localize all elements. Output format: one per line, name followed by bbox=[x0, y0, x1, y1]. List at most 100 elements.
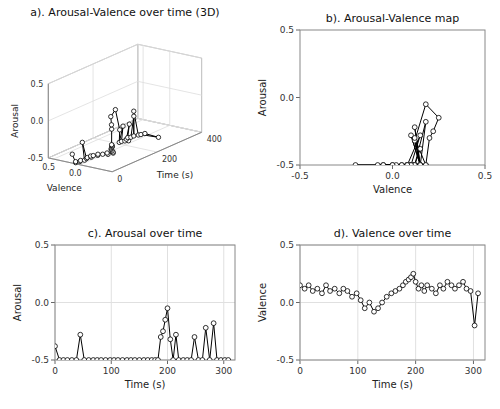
marker bbox=[337, 291, 342, 296]
line bbox=[55, 308, 228, 360]
marker bbox=[207, 358, 212, 360]
tick-label: 0.5 bbox=[35, 240, 49, 250]
marker bbox=[328, 289, 333, 294]
tick bbox=[300, 360, 301, 364]
marker bbox=[176, 358, 181, 360]
axis-line bbox=[48, 84, 49, 158]
tick-label: 200 bbox=[407, 366, 424, 376]
pane bbox=[48, 44, 137, 158]
marker bbox=[132, 134, 136, 138]
marker bbox=[425, 283, 430, 288]
tick bbox=[51, 245, 55, 246]
tick bbox=[111, 360, 112, 364]
grid-line bbox=[138, 118, 202, 132]
marker bbox=[461, 279, 466, 284]
x-label: Time (s) bbox=[371, 379, 413, 390]
marker bbox=[174, 332, 179, 337]
marker bbox=[80, 140, 84, 144]
tick-label: 0.0 bbox=[35, 298, 50, 308]
marker bbox=[137, 358, 142, 360]
z-label: Arousal bbox=[10, 104, 20, 138]
marker bbox=[302, 286, 307, 291]
marker bbox=[476, 291, 481, 296]
data-group bbox=[70, 107, 161, 164]
tick-label: 400 bbox=[207, 135, 222, 144]
marker bbox=[200, 358, 205, 360]
marker bbox=[332, 286, 337, 291]
marker bbox=[375, 163, 380, 165]
tick bbox=[296, 360, 300, 361]
marker bbox=[381, 163, 386, 165]
marker bbox=[380, 300, 385, 305]
tick-label: -0.5 bbox=[28, 154, 44, 163]
marker bbox=[376, 306, 381, 311]
marker bbox=[413, 279, 418, 284]
marker bbox=[203, 325, 208, 330]
grid-line bbox=[48, 44, 137, 83]
marker bbox=[168, 337, 173, 342]
marker bbox=[412, 136, 417, 141]
tick-label: 0 bbox=[52, 366, 58, 376]
tick-label: 0.5 bbox=[280, 25, 294, 35]
marker bbox=[82, 358, 87, 360]
marker bbox=[109, 123, 113, 127]
y-label: Arousal bbox=[257, 79, 268, 116]
marker bbox=[73, 159, 77, 163]
marker bbox=[165, 306, 170, 311]
grid-line bbox=[48, 118, 137, 157]
tick-label: -0.5 bbox=[291, 171, 309, 181]
marker bbox=[109, 142, 113, 146]
marker bbox=[189, 358, 194, 360]
marker bbox=[350, 294, 355, 299]
marker bbox=[419, 283, 424, 288]
axis-line bbox=[48, 158, 112, 172]
marker bbox=[55, 344, 57, 349]
marker bbox=[211, 321, 216, 326]
marker bbox=[453, 286, 458, 291]
tick-label: 100 bbox=[103, 366, 120, 376]
tick bbox=[300, 165, 301, 169]
marker bbox=[109, 127, 113, 131]
marker bbox=[315, 286, 320, 291]
tick bbox=[357, 360, 358, 364]
marker bbox=[472, 323, 477, 328]
title: c). Arousal over time bbox=[88, 227, 203, 240]
marker bbox=[418, 163, 423, 165]
tick bbox=[415, 360, 416, 364]
marker bbox=[105, 151, 109, 155]
marker bbox=[405, 163, 410, 165]
data-group bbox=[300, 271, 480, 328]
grid-line bbox=[48, 81, 137, 120]
marker bbox=[429, 286, 434, 291]
grid-line bbox=[138, 44, 202, 58]
data-group bbox=[55, 306, 231, 360]
plot-frame bbox=[300, 245, 485, 360]
marker bbox=[411, 271, 416, 276]
marker bbox=[405, 163, 410, 165]
marker bbox=[132, 358, 137, 360]
marker bbox=[110, 143, 114, 147]
grid-line bbox=[300, 302, 485, 303]
tick-label: -0.5 bbox=[276, 355, 294, 365]
marker bbox=[99, 358, 104, 360]
tick bbox=[51, 302, 55, 303]
grid-line bbox=[80, 125, 169, 164]
marker bbox=[399, 163, 404, 165]
marker bbox=[418, 146, 423, 151]
marker bbox=[405, 163, 410, 165]
tick-label: 0.5 bbox=[280, 240, 294, 250]
grid-line bbox=[48, 158, 112, 172]
tick-label: -0.5 bbox=[276, 160, 294, 170]
grid-line bbox=[138, 118, 202, 132]
marker bbox=[384, 294, 389, 299]
marker bbox=[109, 114, 113, 118]
tick bbox=[296, 302, 300, 303]
marker bbox=[320, 291, 325, 296]
tick bbox=[296, 97, 300, 98]
x-label: Time (s) bbox=[124, 379, 166, 390]
marker bbox=[431, 129, 436, 134]
marker bbox=[74, 358, 79, 360]
tick-label: 0.0 bbox=[385, 171, 400, 181]
tick-label: -0.5 bbox=[31, 355, 49, 365]
tick-label: 0.0 bbox=[31, 117, 44, 126]
